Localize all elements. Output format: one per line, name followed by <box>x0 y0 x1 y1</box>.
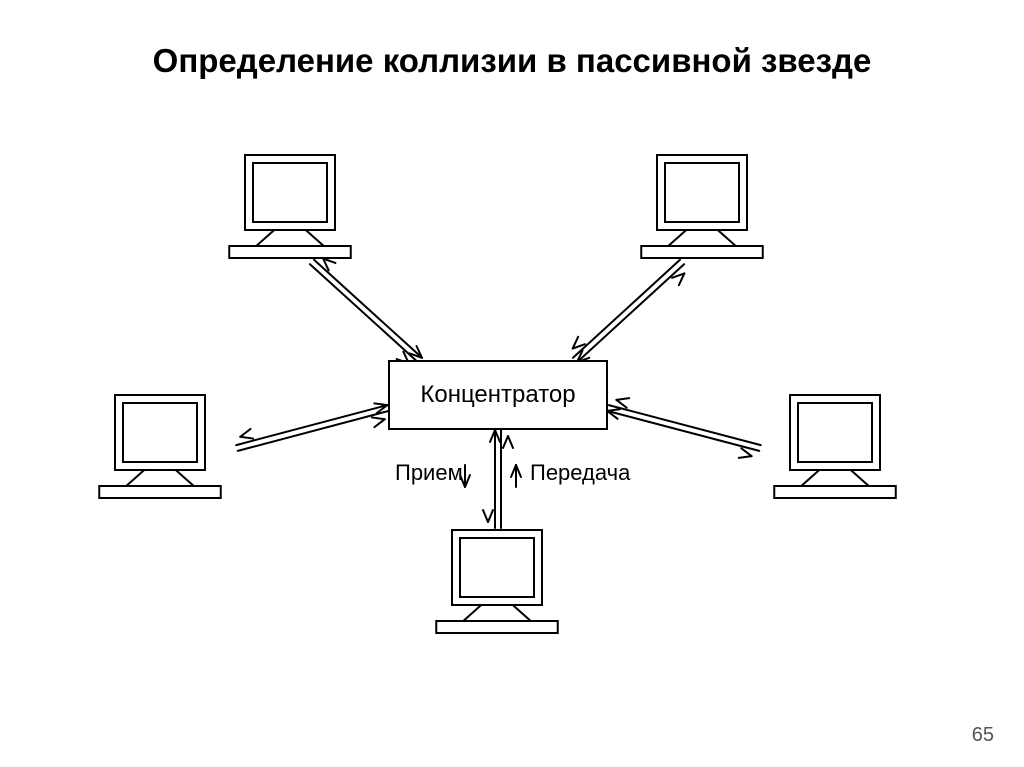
transmission-label: Передача <box>530 460 630 486</box>
hub-box: Концентратор <box>388 360 608 430</box>
hub-label: Концентратор <box>420 381 575 409</box>
reception-label: Прием <box>395 460 463 486</box>
page-number: 65 <box>972 724 994 747</box>
